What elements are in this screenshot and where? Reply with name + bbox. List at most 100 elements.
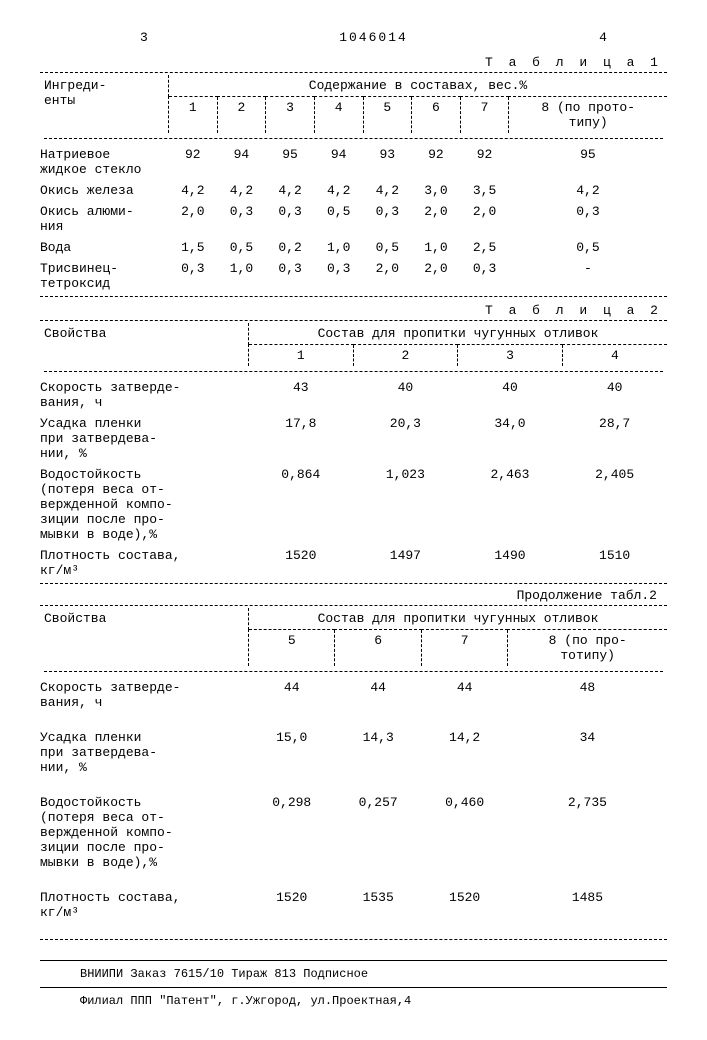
value-cell: 17,8 xyxy=(249,413,354,464)
value-cell: 34 xyxy=(508,727,667,778)
value-cell: 4,2 xyxy=(266,180,315,201)
table-row: Плотность состава, кг/м³1520149714901510 xyxy=(40,545,667,581)
row-label: Плотность состава, кг/м³ xyxy=(40,887,249,923)
table2-continuation-label: Продолжение табл.2 xyxy=(40,588,667,603)
value-cell: 1520 xyxy=(249,545,354,581)
table-row: Усадка пленки при затвердева- нии, %17,8… xyxy=(40,413,667,464)
table2b-spanning-header: Состав для пропитки чугунных отливок xyxy=(249,608,668,630)
value-cell: 1,023 xyxy=(353,464,458,545)
table-row: Трисвинец- тетроксид0,31,00,30,32,02,00,… xyxy=(40,258,667,294)
table-row: Окись железа4,24,24,24,24,23,03,54,2 xyxy=(40,180,667,201)
value-cell: 0,257 xyxy=(335,792,421,873)
divider xyxy=(40,320,667,321)
table2-props-header: Свойства xyxy=(40,323,249,366)
value-cell: 43 xyxy=(249,377,354,413)
value-cell: 44 xyxy=(421,677,507,713)
value-cell: 0,5 xyxy=(509,237,667,258)
value-cell: 1490 xyxy=(458,545,563,581)
footer: ВНИИПИ Заказ 7615/10 Тираж 813 Подписное… xyxy=(40,960,667,1010)
table2b-props-header: Свойства xyxy=(40,608,249,666)
table-row: Водостойкость (потеря веса от- вержденно… xyxy=(40,464,667,545)
table-row: Вода1,50,50,21,00,51,02,50,5 xyxy=(40,237,667,258)
value-cell: 2,463 xyxy=(458,464,563,545)
value-cell: 0,864 xyxy=(249,464,354,545)
table2-label: Т а б л и ц а 2 xyxy=(40,303,667,318)
table-row: Усадка пленки при затвердева- нии, %15,0… xyxy=(40,727,667,778)
table2-part-b: Свойства Состав для пропитки чугунных от… xyxy=(40,608,667,937)
value-cell: 1520 xyxy=(249,887,335,923)
value-cell: 0,3 xyxy=(217,201,266,237)
value-cell: 94 xyxy=(314,144,363,180)
row-label: Натриевое жидкое стекло xyxy=(40,144,169,180)
divider xyxy=(44,138,663,139)
document-number: 1046014 xyxy=(339,30,408,45)
value-cell: 4,2 xyxy=(314,180,363,201)
value-cell: 48 xyxy=(508,677,667,713)
table2b-col-6: 6 xyxy=(335,630,421,667)
value-cell: 95 xyxy=(266,144,315,180)
table2-spanning-header: Состав для пропитки чугунных отливок xyxy=(249,323,668,345)
divider xyxy=(40,605,667,606)
table1-col-1: 1 xyxy=(169,97,218,134)
page-header: 3 1046014 4 xyxy=(40,30,667,45)
value-cell: 1,5 xyxy=(169,237,218,258)
value-cell: 1,0 xyxy=(412,237,461,258)
value-cell: 28,7 xyxy=(562,413,667,464)
table1-col-6: 6 xyxy=(412,97,461,134)
row-label: Усадка пленки при затвердева- нии, % xyxy=(40,413,249,464)
table-row: Плотность состава, кг/м³1520153515201485 xyxy=(40,887,667,923)
page-number-left: 3 xyxy=(140,30,148,45)
value-cell: 4,2 xyxy=(169,180,218,201)
value-cell: - xyxy=(509,258,667,294)
value-cell: 0,3 xyxy=(314,258,363,294)
value-cell: 1520 xyxy=(421,887,507,923)
row-label: Скорость затверде- вания, ч xyxy=(40,377,249,413)
divider xyxy=(44,371,663,372)
value-cell: 0,5 xyxy=(314,201,363,237)
value-cell: 1,0 xyxy=(314,237,363,258)
footer-line1: ВНИИПИ Заказ 7615/10 Тираж 813 Подписное xyxy=(40,965,667,983)
value-cell: 92 xyxy=(460,144,509,180)
row-label: Окись железа xyxy=(40,180,169,201)
table1-col-3: 3 xyxy=(266,97,315,134)
table2-part-a: Свойства Состав для пропитки чугунных от… xyxy=(40,323,667,581)
value-cell: 2,5 xyxy=(460,237,509,258)
divider xyxy=(40,987,667,988)
value-cell: 0,3 xyxy=(266,201,315,237)
value-cell: 20,3 xyxy=(353,413,458,464)
value-cell: 0,5 xyxy=(363,237,412,258)
row-label: Водостойкость (потеря веса от- вержденно… xyxy=(40,792,249,873)
row-label: Усадка пленки при затвердева- нии, % xyxy=(40,727,249,778)
value-cell: 94 xyxy=(217,144,266,180)
value-cell: 2,735 xyxy=(508,792,667,873)
value-cell: 3,0 xyxy=(412,180,461,201)
table1-ingredients-header: Ингреди- енты xyxy=(40,75,169,133)
value-cell: 3,5 xyxy=(460,180,509,201)
divider xyxy=(40,583,667,584)
table1-col-7: 7 xyxy=(460,97,509,134)
table2b-col-8: 8 (по про- тотипу) xyxy=(508,630,667,667)
page-number-right: 4 xyxy=(599,30,607,45)
table-row: Натриевое жидкое стекло9294959493929295 xyxy=(40,144,667,180)
row-label: Скорость затверде- вания, ч xyxy=(40,677,249,713)
value-cell: 2,0 xyxy=(363,258,412,294)
value-cell: 0,3 xyxy=(363,201,412,237)
value-cell: 4,2 xyxy=(509,180,667,201)
table2a-col-3: 3 xyxy=(458,345,563,367)
divider xyxy=(40,72,667,73)
value-cell: 0,3 xyxy=(460,258,509,294)
row-label: Трисвинец- тетроксид xyxy=(40,258,169,294)
divider xyxy=(40,296,667,297)
value-cell: 0,298 xyxy=(249,792,335,873)
value-cell: 0,460 xyxy=(421,792,507,873)
value-cell: 2,0 xyxy=(412,201,461,237)
table2b-col-7: 7 xyxy=(421,630,507,667)
value-cell: 14,2 xyxy=(421,727,507,778)
table2a-col-2: 2 xyxy=(353,345,458,367)
value-cell: 1485 xyxy=(508,887,667,923)
divider xyxy=(40,939,667,940)
table-row: Скорость затверде- вания, ч43404040 xyxy=(40,377,667,413)
table-row: Скорость затверде- вания, ч44444448 xyxy=(40,677,667,713)
table1-col-4: 4 xyxy=(314,97,363,134)
value-cell: 95 xyxy=(509,144,667,180)
